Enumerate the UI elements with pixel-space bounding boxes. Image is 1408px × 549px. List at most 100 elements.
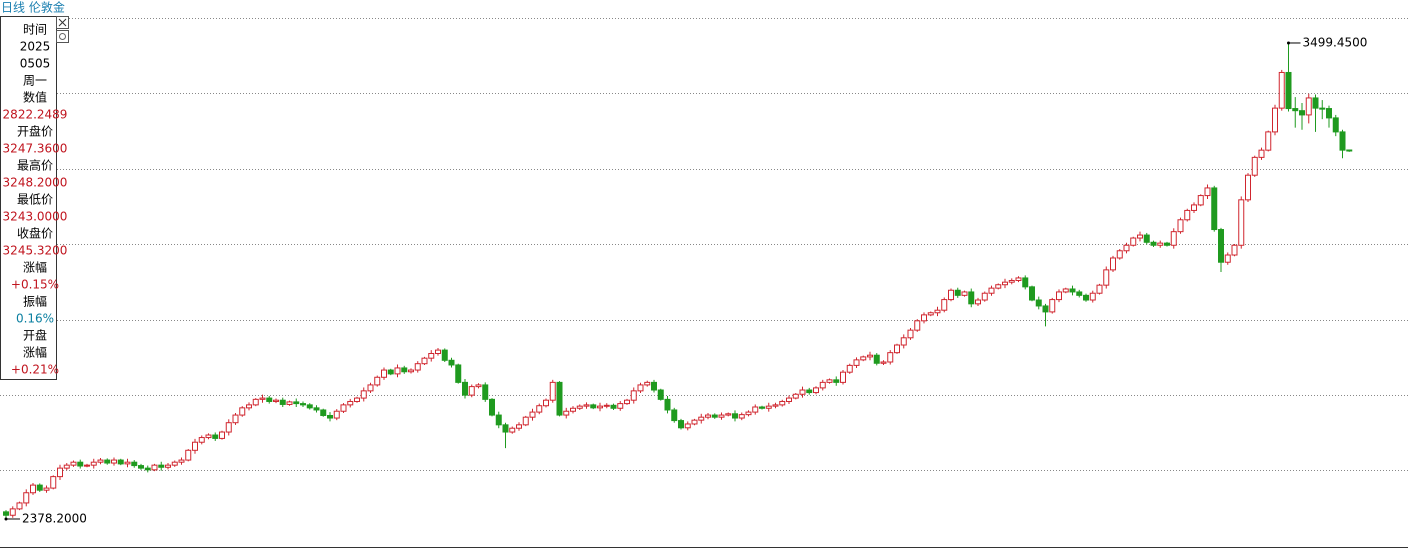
candle-body bbox=[43, 487, 50, 491]
candle-body bbox=[185, 449, 192, 461]
candle-body bbox=[1150, 241, 1157, 246]
candle-body bbox=[1143, 234, 1150, 243]
info-panel-line: 2025 bbox=[20, 40, 51, 54]
candle-body bbox=[867, 354, 873, 358]
candle-body bbox=[1224, 254, 1231, 263]
candle-body bbox=[97, 459, 104, 463]
candle-body bbox=[590, 404, 597, 409]
candle-body bbox=[522, 416, 529, 426]
candle-body bbox=[266, 397, 273, 402]
candle-body bbox=[381, 369, 387, 378]
candle-body bbox=[300, 403, 306, 406]
candle-body bbox=[516, 424, 522, 429]
candle-body bbox=[934, 309, 941, 314]
candle-body bbox=[509, 427, 516, 433]
candle-body bbox=[279, 399, 286, 405]
candle-body bbox=[536, 405, 543, 413]
candle-body bbox=[306, 404, 313, 409]
candle-body bbox=[671, 409, 678, 422]
candle-body bbox=[968, 291, 975, 305]
settings-icon bbox=[59, 33, 66, 40]
candle-body bbox=[408, 369, 414, 373]
candle-body bbox=[462, 381, 468, 396]
candle-body bbox=[387, 369, 394, 375]
candle-body bbox=[725, 413, 732, 416]
info-panel-line: 最低价 bbox=[17, 193, 53, 207]
candle-body bbox=[1008, 279, 1015, 283]
info-panel-line: 3248.2000 bbox=[3, 176, 68, 190]
candle-body bbox=[1211, 187, 1218, 231]
candle-body bbox=[894, 344, 900, 354]
info-panel-line: 3247.3600 bbox=[3, 142, 68, 156]
candle-body bbox=[1022, 277, 1029, 288]
candle-body bbox=[975, 299, 981, 305]
candle-body bbox=[900, 337, 907, 346]
candle-body bbox=[549, 381, 556, 401]
candle-body bbox=[9, 508, 16, 516]
candle-body bbox=[711, 414, 718, 418]
info-panel-line: +0.21% bbox=[11, 363, 59, 377]
candle-body bbox=[90, 461, 97, 466]
candle-body bbox=[333, 410, 340, 419]
candle-body bbox=[1110, 257, 1116, 271]
candle-body bbox=[212, 434, 219, 439]
candle-body bbox=[853, 359, 860, 366]
candle-body bbox=[1096, 284, 1103, 294]
candle-body bbox=[1272, 107, 1278, 133]
candle-body bbox=[414, 363, 421, 371]
candle-body bbox=[988, 287, 995, 294]
info-panel-line: 涨幅 bbox=[23, 260, 47, 275]
candle-body bbox=[1015, 277, 1022, 281]
candle-body bbox=[178, 459, 185, 463]
candle-body bbox=[421, 357, 428, 365]
info-panel bbox=[0, 16, 69, 380]
candle-body bbox=[138, 465, 144, 469]
candle-body bbox=[151, 464, 158, 471]
candle-body bbox=[657, 389, 664, 400]
info-panel-line: 数值 bbox=[23, 90, 47, 105]
candle-body bbox=[799, 389, 806, 395]
candle-body bbox=[1299, 110, 1305, 116]
candle-body bbox=[1049, 299, 1056, 313]
candle-body bbox=[435, 349, 441, 355]
candle-body bbox=[995, 284, 1002, 289]
candle-body bbox=[1332, 117, 1339, 133]
candle-body bbox=[826, 379, 833, 383]
candle-body bbox=[833, 379, 840, 383]
info-panel-line: 涨幅 bbox=[23, 345, 47, 360]
candle-body bbox=[124, 461, 131, 465]
info-panel-line: 3245.3200 bbox=[3, 244, 68, 258]
candle-body bbox=[448, 359, 455, 366]
candle-body bbox=[860, 356, 867, 361]
candle-body bbox=[252, 398, 259, 406]
candle-body bbox=[954, 289, 961, 296]
candle-body bbox=[1238, 199, 1245, 246]
candle-body bbox=[1083, 294, 1089, 301]
candle-body bbox=[840, 371, 846, 383]
candle-body bbox=[347, 400, 354, 406]
candle-body bbox=[1056, 291, 1062, 301]
candle-body bbox=[610, 404, 617, 409]
candle-body bbox=[495, 414, 502, 426]
candle-body bbox=[225, 422, 232, 433]
settings-button[interactable] bbox=[56, 30, 69, 43]
candle-body bbox=[651, 381, 657, 391]
candle-body bbox=[691, 419, 698, 425]
info-panel-box bbox=[0, 16, 57, 380]
grid bbox=[0, 18, 1408, 548]
candle-body bbox=[1319, 107, 1326, 110]
candle-body bbox=[165, 464, 171, 468]
candle-body bbox=[63, 464, 70, 469]
candle-body bbox=[732, 413, 738, 419]
candle-body bbox=[374, 376, 381, 386]
candle-body bbox=[23, 492, 30, 504]
annotation-dot bbox=[4, 517, 8, 521]
candle-body bbox=[907, 329, 914, 339]
candle-body bbox=[880, 361, 887, 364]
info-panel-line: 0.16% bbox=[16, 312, 54, 326]
candle-body bbox=[313, 407, 320, 411]
candle-body bbox=[340, 404, 347, 412]
candle-body bbox=[1231, 244, 1238, 256]
candle-body bbox=[819, 381, 826, 389]
candle-body bbox=[441, 349, 448, 361]
